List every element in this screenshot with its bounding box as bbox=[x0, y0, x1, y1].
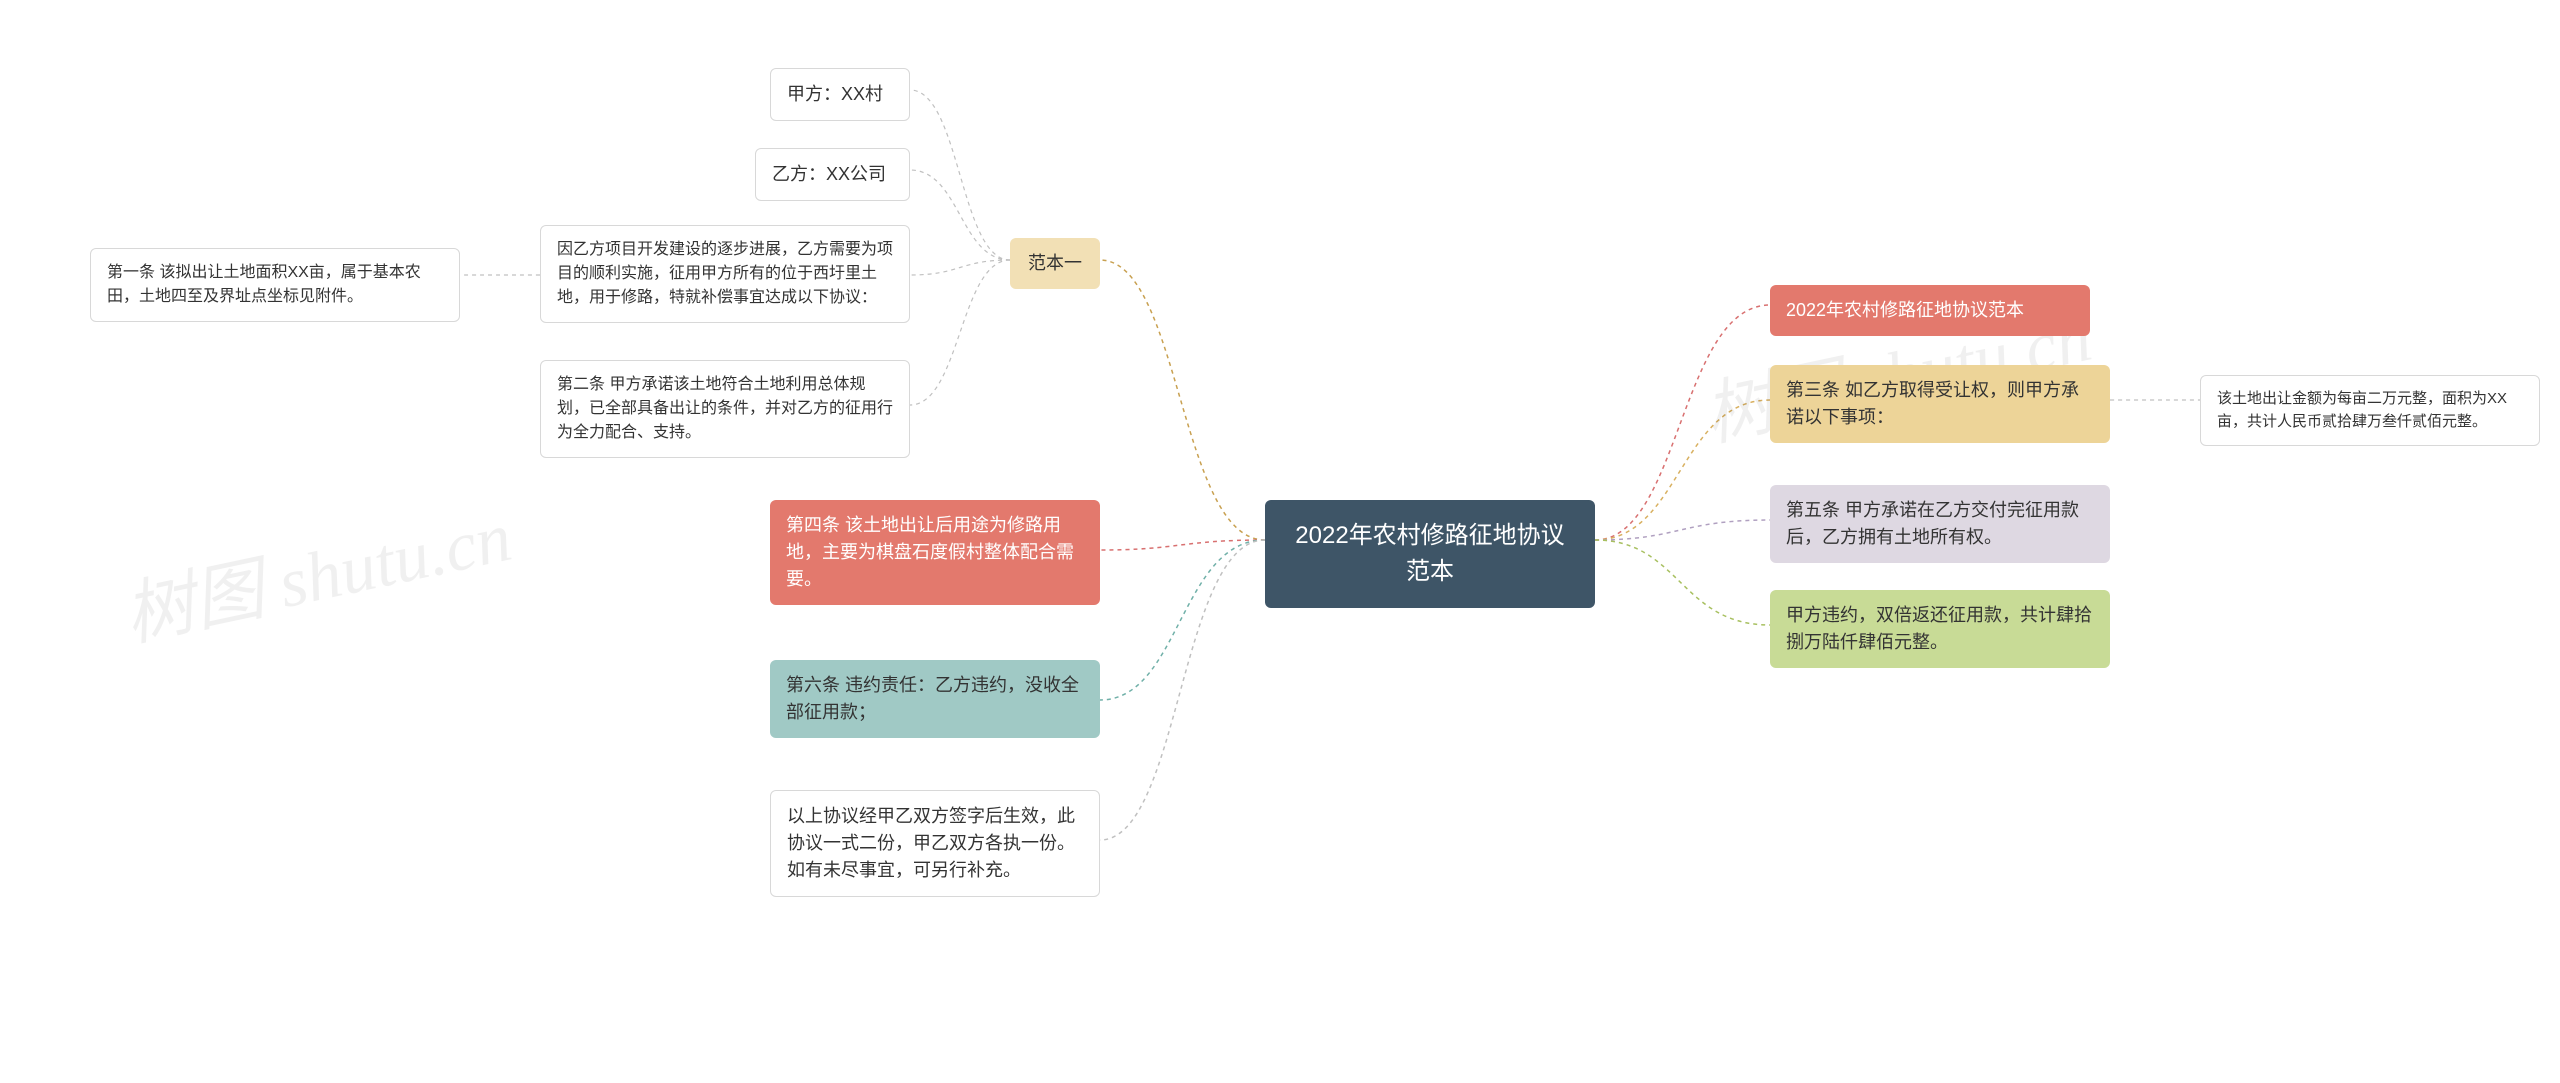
center-node[interactable]: 2022年农村修路征地协议范本 bbox=[1265, 500, 1595, 608]
node-breach-a[interactable]: 甲方违约，双倍返还征用款，共计肆拾捌万陆仟肆佰元整。 bbox=[1770, 590, 2110, 668]
node-article-2[interactable]: 第二条 甲方承诺该土地符合土地利用总体规划，已全部具备出让的条件，并对乙方的征用… bbox=[540, 360, 910, 458]
node-article-1[interactable]: 第一条 该拟出让土地面积XX亩，属于基本农田，土地四至及界址点坐标见附件。 bbox=[90, 248, 460, 322]
node-article-3-detail[interactable]: 该土地出让金额为每亩二万元整，面积为XX亩，共计人民币贰拾肆万叁仟贰佰元整。 bbox=[2200, 375, 2540, 446]
node-article-3[interactable]: 第三条 如乙方取得受让权，则甲方承诺以下事项： bbox=[1770, 365, 2110, 443]
node-article-4[interactable]: 第四条 该土地出让后用途为修路用地，主要为棋盘石度假村整体配合需要。 bbox=[770, 500, 1100, 605]
node-party-b[interactable]: 乙方：XX公司 bbox=[755, 148, 910, 201]
node-preamble[interactable]: 因乙方项目开发建设的逐步进展，乙方需要为项目的顺利实施，征用甲方所有的位于西圩里… bbox=[540, 225, 910, 323]
node-party-a[interactable]: 甲方：XX村 bbox=[770, 68, 910, 121]
node-right-title[interactable]: 2022年农村修路征地协议范本 bbox=[1770, 285, 2090, 336]
watermark: 树图 shutu.cn bbox=[114, 480, 519, 660]
node-article-6[interactable]: 第六条 违约责任：乙方违约，没收全部征用款； bbox=[770, 660, 1100, 738]
node-template-1[interactable]: 范本一 bbox=[1010, 238, 1100, 289]
node-article-5[interactable]: 第五条 甲方承诺在乙方交付完征用款后，乙方拥有土地所有权。 bbox=[1770, 485, 2110, 563]
node-closing[interactable]: 以上协议经甲乙双方签字后生效，此协议一式二份，甲乙双方各执一份。如有未尽事宜，可… bbox=[770, 790, 1100, 897]
